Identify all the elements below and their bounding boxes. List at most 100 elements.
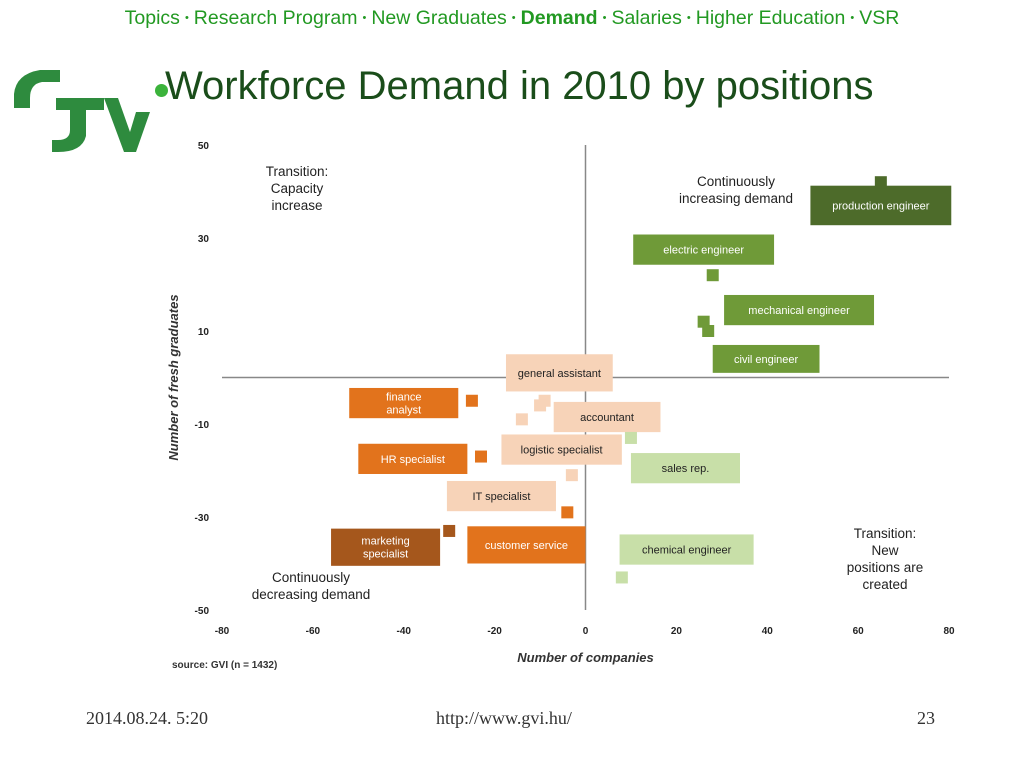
x-tick-label: -20 [487,626,502,637]
data-point [465,394,478,407]
gvi-logo [14,70,150,152]
category-label-box [349,387,459,419]
category-label-box [358,443,468,474]
quadrant-label-line: created [862,577,907,592]
logo-mark-v [104,98,150,152]
quadrant-label-top-left: Transition: Capacity increase [266,164,329,213]
x-tick-label: 20 [671,626,683,637]
data-point [515,413,528,426]
category-label-line: IT specialist [473,491,531,503]
data-point [565,469,578,482]
nav-separator: • [602,12,607,24]
nav-separator: • [850,12,855,24]
category-label-line: marketing [361,536,409,548]
nav-item-vsr[interactable]: VSR [859,7,900,29]
category-label-box [724,294,875,326]
category-label-sales-rep: sales rep. [662,463,710,475]
quadrant-label-line: positions are [847,560,924,575]
category-label-civil-engineer: civil engineer [734,354,799,366]
footer-page-number: 23 [917,708,935,728]
category-label-line: analyst [386,405,421,417]
category-label-mechanical-engineer: mechanical engineer [748,305,850,317]
category-label-it-specialist: IT specialist [473,491,531,503]
x-axis-title: Number of companies [517,650,654,665]
y-tick-label: -50 [195,606,210,617]
nav-item-topics[interactable]: Topics [124,7,180,29]
data-point [474,450,487,463]
data-point [702,325,715,337]
data-point [615,571,628,584]
y-tick-label: 30 [198,234,210,245]
nav-item-demand[interactable]: Demand [520,7,598,29]
category-label-box [810,185,952,226]
data-point [874,176,887,189]
category-label-box [467,526,586,564]
category-label-line: general assistant [518,368,601,380]
quadrant-label-bottom-left: Continuously decreasing demand [252,570,371,602]
y-axis-title: Number of fresh graduates [166,294,181,460]
category-label-line: electric engineer [663,245,744,257]
category-label-line: chemical engineer [642,545,732,557]
category-label-box [619,534,754,565]
category-label-box [553,401,661,433]
quadrant-label-line: Continuously [697,174,775,189]
scatter-chart: 50 30 10 -10 -30 -50 -80 -60 -40 -20 0 20 40 60 80 Numb… [166,141,955,671]
x-tick-label: -40 [397,626,412,637]
data-point [534,399,547,412]
nav-item-research-program[interactable]: Research Program [193,7,358,29]
nav-item-salaries[interactable]: Salaries [611,7,682,29]
category-label-finance-analyst: finance analyst [386,392,421,417]
footer-url[interactable]: http://www.gvi.hu/ [436,708,572,728]
category-label-line: sales rep. [662,463,710,475]
x-tick-label: 80 [943,626,955,637]
category-label-chemical-engineer: chemical engineer [642,545,732,557]
category-label-marketing-specialist: marketing specialist [361,536,409,561]
category-label-box [712,344,820,373]
category-label-electric-engineer: electric engineer [663,245,744,257]
category-label-box [501,434,622,465]
category-label-line: mechanical engineer [748,305,850,317]
data-point [561,506,574,519]
x-tick-label: 60 [853,626,865,637]
nav-separator: • [362,12,367,24]
category-label-customer-service: customer service [485,540,568,552]
quadrant-label-line: increase [271,198,322,213]
quadrant-label-line: Continuously [272,570,350,585]
category-label-line: production engineer [832,200,930,212]
category-label-hr-specialist: HR specialist [381,454,445,466]
data-point [624,431,637,444]
category-label-production-engineer: production engineer [832,200,930,212]
category-label-line: customer service [485,540,568,552]
quadrant-label-line: New [871,543,898,558]
nav-item-higher-education[interactable]: Higher Education [695,7,846,29]
quadrant-label-line: decreasing demand [252,587,371,602]
quadrant-label-line: Transition: [266,164,329,179]
logo-mark-c [14,70,60,108]
logo-mark-j [52,98,104,152]
data-point [443,524,456,537]
quadrant-label-bottom-right: Transition: New positions are created [847,526,924,592]
quadrant-label-line: Transition: [854,526,917,541]
y-tick-label: 50 [198,141,210,152]
nav-separator: • [184,12,189,24]
source-note: source: GVI (n = 1432) [172,660,277,671]
nav-separator: • [686,12,691,24]
category-label-box [630,453,740,484]
top-navigation: Topics • Research Program • New Graduates • De… [0,7,1024,30]
category-label-box [331,528,441,566]
category-label-box [446,480,556,512]
category-label-line: specialist [363,549,408,561]
category-label-accountant: accountant [580,412,634,424]
category-label-line: civil engineer [734,354,799,366]
slide-title: Workforce Demand in 2010 by positions [165,64,874,108]
y-tick-label: -30 [195,513,210,524]
nav-separator: • [511,12,516,24]
nav-item-new-graduates[interactable]: New Graduates [371,7,507,29]
title-bullet [155,84,168,97]
category-label-line: accountant [580,412,634,424]
y-tick-label: 10 [198,327,210,338]
quadrant-label-line: increasing demand [679,191,793,206]
category-label-logistic-specialist: logistic specialist [521,445,603,457]
x-tick-label: -80 [215,626,230,637]
quadrant-label-line: Capacity [271,181,324,196]
